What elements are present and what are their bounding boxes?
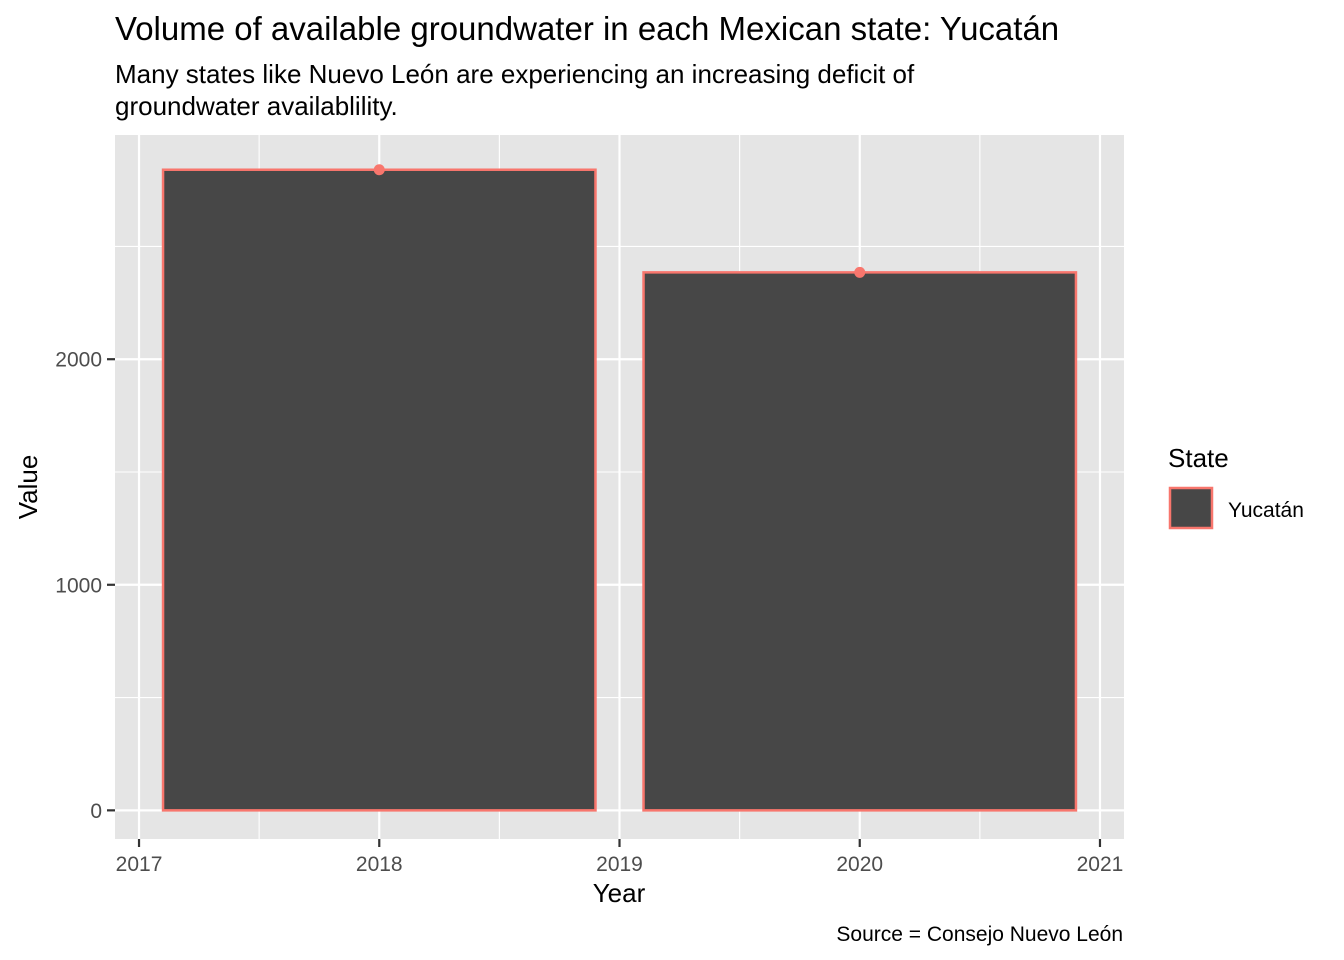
x-tick-label: 2019 [596, 853, 643, 876]
y-tick-label: 0 [90, 800, 102, 823]
x-axis: 2017 2018 2019 2020 2021 [116, 839, 1124, 876]
y-axis: 0 1000 2000 [55, 349, 115, 823]
chart-subtitle-line-1: Many states like Nuevo León are experien… [115, 59, 915, 89]
legend: State Yucatán [1168, 443, 1304, 530]
bar [642, 271, 1078, 812]
legend-label: Yucatán [1228, 499, 1304, 522]
points [373, 164, 866, 278]
chart-caption: Source = Consejo Nuevo León [836, 923, 1123, 946]
data-point [373, 164, 385, 176]
y-tick-label: 1000 [55, 574, 102, 597]
x-tick-label: 2018 [356, 853, 403, 876]
bar [161, 168, 597, 812]
legend-key [1168, 486, 1214, 530]
x-tick-label: 2021 [1077, 853, 1124, 876]
chart-subtitle-line-2: groundwater availablility. [115, 91, 398, 121]
x-tick-label: 2020 [836, 853, 883, 876]
y-axis-label: Value [13, 455, 43, 520]
legend-title: State [1168, 443, 1229, 473]
chart-title: Volume of available groundwater in each … [115, 10, 1059, 47]
y-tick-label: 2000 [55, 349, 102, 372]
bars [161, 168, 1078, 812]
data-point [854, 266, 866, 278]
x-axis-label: Year [593, 878, 646, 908]
x-tick-label: 2017 [116, 853, 163, 876]
